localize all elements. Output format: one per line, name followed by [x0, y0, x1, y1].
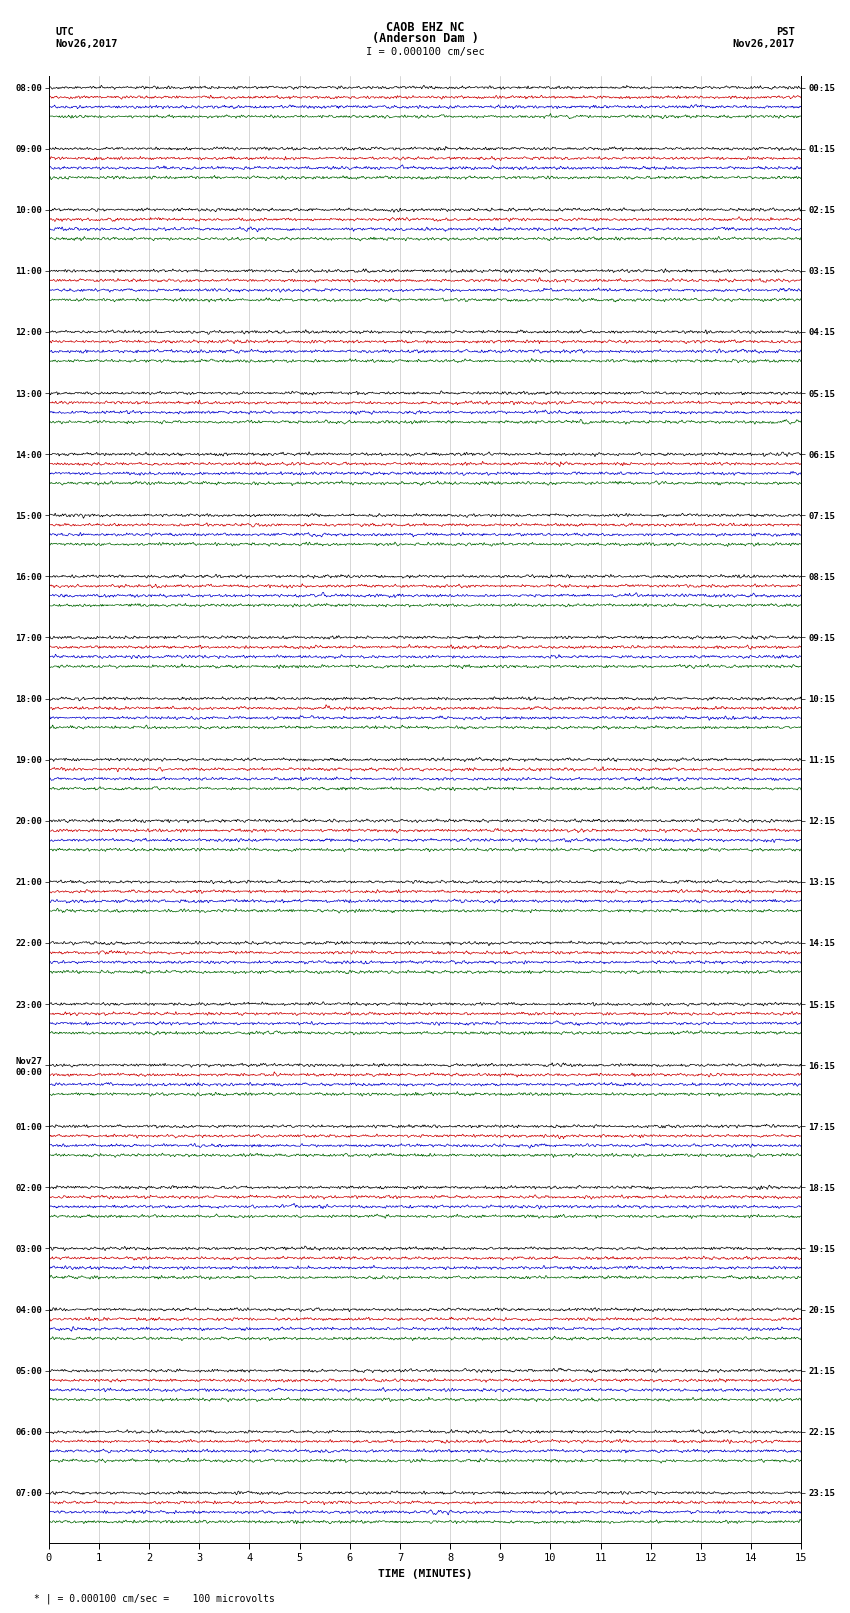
Text: UTC: UTC — [55, 27, 74, 37]
Text: CAOB EHZ NC: CAOB EHZ NC — [386, 21, 464, 34]
Text: Nov26,2017: Nov26,2017 — [55, 39, 118, 48]
Text: * | = 0.000100 cm/sec =    100 microvolts: * | = 0.000100 cm/sec = 100 microvolts — [34, 1594, 275, 1605]
Text: I = 0.000100 cm/sec: I = 0.000100 cm/sec — [366, 47, 484, 56]
X-axis label: TIME (MINUTES): TIME (MINUTES) — [377, 1569, 473, 1579]
Text: (Anderson Dam ): (Anderson Dam ) — [371, 32, 479, 45]
Text: Nov26,2017: Nov26,2017 — [732, 39, 795, 48]
Text: PST: PST — [776, 27, 795, 37]
